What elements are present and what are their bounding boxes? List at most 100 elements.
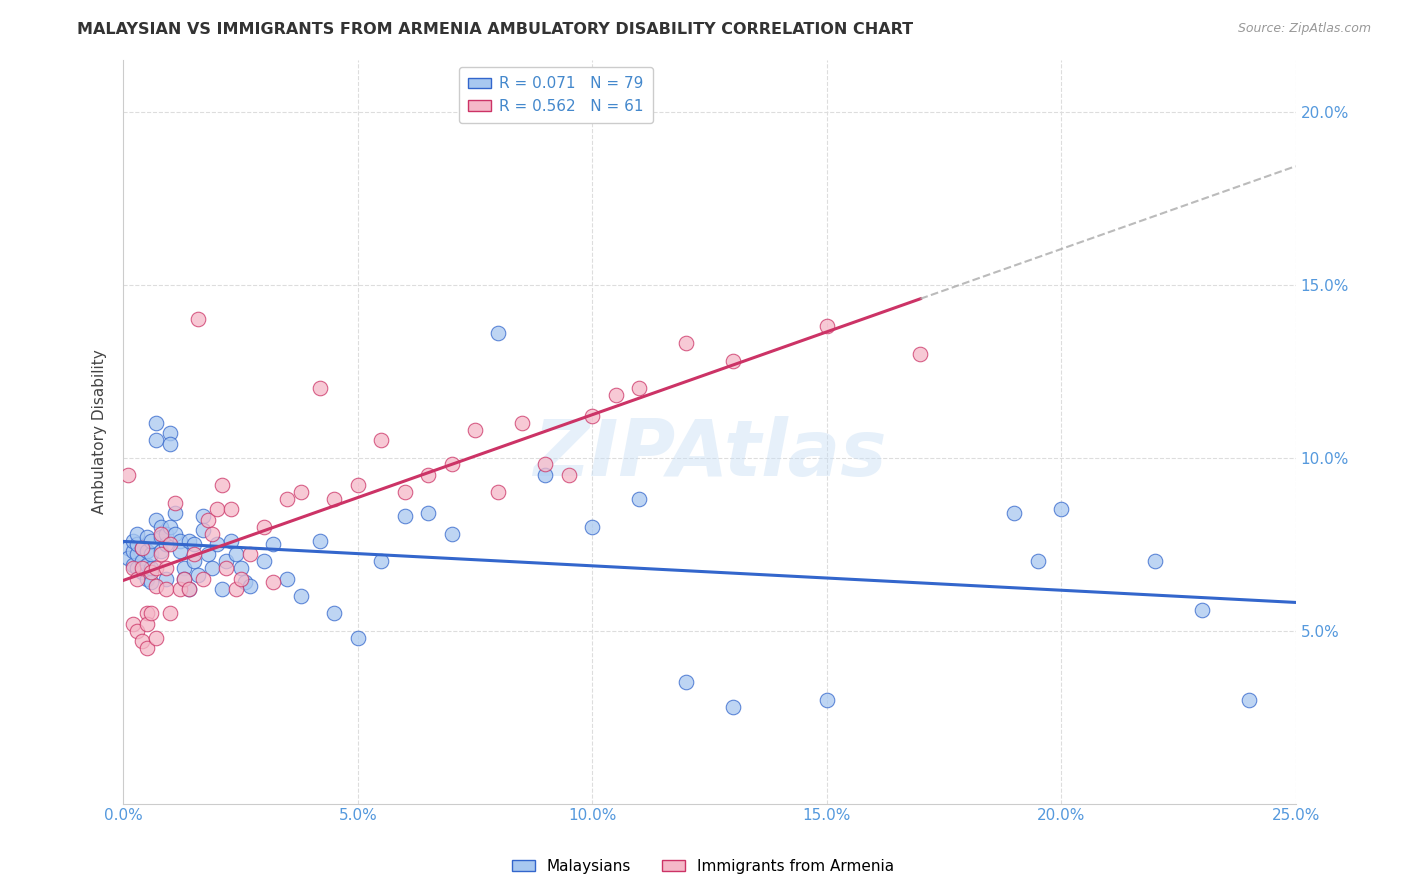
Point [910,347,932,361]
Point [183,537,205,551]
Point [276,492,298,507]
Point [815,319,838,334]
Point [121,558,143,572]
Point [416,506,439,520]
Point [131,541,153,555]
Point [721,353,744,368]
Point [440,458,463,472]
Point [145,579,167,593]
Point [121,616,143,631]
Point [187,312,209,326]
Y-axis label: Ambulatory Disability: Ambulatory Disability [93,350,107,514]
Point [205,537,228,551]
Point [141,561,163,575]
Point [177,582,200,596]
Point [183,548,205,562]
Point [135,544,157,558]
Point [346,478,368,492]
Point [117,467,139,482]
Point [534,467,557,482]
Point [155,526,177,541]
Point [394,509,416,524]
Point [191,509,214,524]
Point [159,607,181,621]
Point [127,624,149,638]
Point [675,675,697,690]
Point [135,640,157,655]
Point [121,544,143,558]
Point [159,426,181,441]
Point [323,607,346,621]
Point [145,434,167,448]
Point [253,520,276,534]
Point [215,554,238,568]
Point [127,526,149,541]
Point [253,554,276,568]
Point [605,388,627,402]
Point [155,582,177,596]
Point [229,572,252,586]
Point [155,561,177,575]
Point [239,579,262,593]
Point [159,436,181,450]
Point [290,589,312,603]
Point [145,416,167,430]
Point [262,537,284,551]
Point [127,537,149,551]
Point [394,485,416,500]
Point [155,537,177,551]
Point [141,575,163,590]
Point [173,572,195,586]
Point [488,326,510,340]
Point [127,561,149,575]
Point [628,492,651,507]
Text: Source: ZipAtlas.com: Source: ZipAtlas.com [1237,22,1371,36]
Point [141,565,163,579]
Point [183,554,205,568]
Point [155,572,177,586]
Point [177,533,200,548]
Point [370,434,392,448]
Point [488,485,510,500]
Point [159,520,181,534]
Point [201,526,224,541]
Point [187,568,209,582]
Point [135,558,157,572]
Point [815,693,838,707]
Point [135,530,157,544]
Point [628,381,651,395]
Point [121,533,143,548]
Point [141,607,163,621]
Point [191,523,214,537]
Point [197,513,219,527]
Point [163,506,186,520]
Point [173,561,195,575]
Point [163,526,186,541]
Point [131,634,153,648]
Point [416,467,439,482]
Point [1191,603,1213,617]
Point [323,492,346,507]
Point [581,520,603,534]
Point [127,548,149,562]
Point [141,533,163,548]
Text: ZIPAtlas: ZIPAtlas [533,416,886,491]
Point [309,533,332,548]
Point [127,572,149,586]
Point [149,526,172,541]
Point [145,513,167,527]
Point [229,561,252,575]
Point [177,582,200,596]
Point [169,544,191,558]
Point [370,554,392,568]
Point [464,423,486,437]
Point [309,381,332,395]
Point [169,582,191,596]
Point [510,416,533,430]
Point [225,582,247,596]
Point [215,561,238,575]
Point [149,548,172,562]
Point [131,541,153,555]
Point [1026,554,1049,568]
Text: MALAYSIAN VS IMMIGRANTS FROM ARMENIA AMBULATORY DISABILITY CORRELATION CHART: MALAYSIAN VS IMMIGRANTS FROM ARMENIA AMB… [77,22,914,37]
